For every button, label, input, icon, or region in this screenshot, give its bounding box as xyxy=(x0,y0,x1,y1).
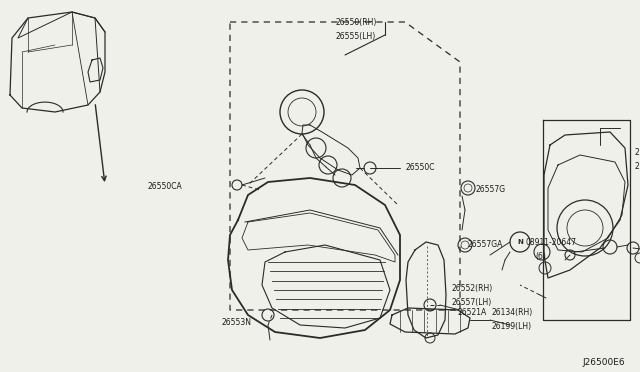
Text: 26555(LH): 26555(LH) xyxy=(335,32,375,41)
Text: 08911-20647: 08911-20647 xyxy=(525,238,576,247)
Text: 26552(RH): 26552(RH) xyxy=(452,284,493,293)
Text: N: N xyxy=(517,239,523,245)
Text: 26540Q (RH): 26540Q (RH) xyxy=(635,148,640,157)
Text: 26557(LH): 26557(LH) xyxy=(452,298,492,307)
Text: J26500E6: J26500E6 xyxy=(582,358,625,367)
Text: 26134(RH): 26134(RH) xyxy=(492,308,533,317)
Text: 26550CA: 26550CA xyxy=(148,182,183,191)
Text: 26550(RH): 26550(RH) xyxy=(335,18,376,27)
Text: 26521A: 26521A xyxy=(458,308,487,317)
Text: 26553N: 26553N xyxy=(222,318,252,327)
Text: (6): (6) xyxy=(535,252,546,261)
Text: 26550C: 26550C xyxy=(406,163,435,172)
Text: 26557G: 26557G xyxy=(475,185,505,194)
Text: 26199(LH): 26199(LH) xyxy=(492,322,532,331)
Text: 26545Q (LH): 26545Q (LH) xyxy=(635,162,640,171)
Text: 26557GA: 26557GA xyxy=(468,240,504,249)
